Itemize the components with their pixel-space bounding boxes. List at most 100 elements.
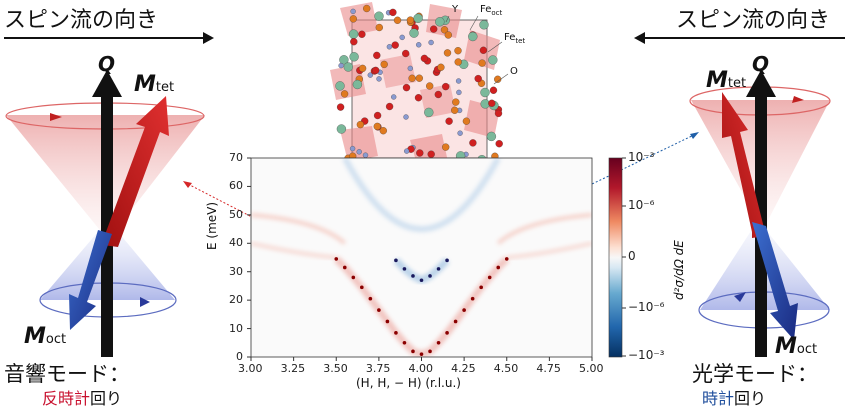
crystal-atom xyxy=(479,46,488,54)
right-header-arrow xyxy=(634,32,845,44)
acoustic-point xyxy=(428,349,432,354)
left-header: スピン流の向き xyxy=(4,8,159,33)
upper-band xyxy=(251,212,592,245)
crystal-atom xyxy=(494,75,502,83)
crystal-atom xyxy=(373,51,381,60)
legend-fe-oct-sub: oct xyxy=(491,9,503,17)
right-q-label: Q xyxy=(752,52,770,76)
acoustic-point xyxy=(351,275,356,280)
crystal-atom xyxy=(426,82,434,90)
crystal-atom xyxy=(494,109,503,118)
crystal-atom xyxy=(349,15,357,23)
crystal-atom xyxy=(391,41,399,49)
left-m-oct-main: M xyxy=(24,324,46,349)
acoustic-point xyxy=(360,285,364,290)
crystal-atom xyxy=(399,34,405,41)
optical-rotation-suffix: 回り xyxy=(734,389,767,408)
x-axis-label-text: (H, H, − H) (r.l.u.) xyxy=(356,376,461,390)
legend-y: Y xyxy=(452,4,459,15)
colorbar-tick-label: −10⁻³ xyxy=(628,348,665,362)
acoustic-point xyxy=(402,340,407,345)
y-tick-label: 10 xyxy=(229,321,243,335)
crystal-atom xyxy=(416,42,422,48)
optical-point xyxy=(445,258,449,263)
y-axis-label: E (meV) xyxy=(205,202,219,250)
legend-fe-tet-sub: tet xyxy=(515,37,526,45)
crystal-atom xyxy=(442,82,450,91)
optical-precession-diagram xyxy=(689,70,831,357)
acoustic-point xyxy=(385,319,390,324)
crystal-atom xyxy=(379,127,387,135)
right-m-tet-label: Mtet xyxy=(706,68,746,93)
crystal-atom xyxy=(489,86,498,94)
crystal-atom xyxy=(474,74,482,83)
optical-mode-title: 光学モード： xyxy=(692,362,818,386)
legend-fe-tet: Fetet xyxy=(504,32,525,45)
acoustic-point xyxy=(394,331,398,335)
left-q-label: Q xyxy=(98,52,116,76)
acoustic-point xyxy=(462,308,466,312)
crystal-structure xyxy=(330,2,509,169)
x-tick-label: 3.00 xyxy=(238,362,263,375)
acoustic-point xyxy=(470,296,475,301)
y-tick-label: 70 xyxy=(229,151,243,164)
crystal-atom xyxy=(338,62,344,69)
crystal-atom xyxy=(408,74,416,82)
left-header-arrow xyxy=(4,32,214,44)
colorbar-tick-label: −10⁻⁶ xyxy=(628,300,665,314)
optical-point xyxy=(402,267,407,271)
crystal-atom xyxy=(393,16,402,24)
crystal-atom xyxy=(434,90,442,99)
plot-area xyxy=(251,158,592,357)
crystal-atom xyxy=(336,124,347,134)
acoustic-point xyxy=(496,265,501,270)
acoustic-mode-title: 音響モード： xyxy=(4,362,130,386)
crystal-atom xyxy=(437,63,445,71)
acoustic-point xyxy=(445,331,449,335)
crystal-atom xyxy=(376,76,382,82)
acoustic-point xyxy=(377,308,381,312)
left-m-tet-main: M xyxy=(134,72,156,97)
acoustic-point xyxy=(411,349,415,354)
left-m-oct-sub: oct xyxy=(45,332,67,347)
crystal-atom xyxy=(336,103,345,111)
acoustic-point xyxy=(368,296,373,301)
crystal-atom xyxy=(478,59,486,67)
y-tick-label: 50 xyxy=(229,207,243,221)
acoustic-point xyxy=(342,265,347,270)
acoustic-point xyxy=(479,285,483,290)
crystal-atom xyxy=(409,28,419,38)
x-tick-label: 3.25 xyxy=(280,362,306,375)
left-m-oct-label: Moct xyxy=(24,324,66,349)
crystal-atom xyxy=(349,145,356,152)
crystal-atom xyxy=(488,55,498,65)
right-m-oct-label: Moct xyxy=(775,334,817,359)
crystal-atom xyxy=(435,17,445,27)
optical-point xyxy=(411,274,415,278)
crystal-atom xyxy=(375,23,383,32)
y-tick-label: 30 xyxy=(229,264,243,278)
crystal-atom xyxy=(455,78,462,84)
x-tick-label: 4.50 xyxy=(493,362,519,375)
x-tick-label: 3.75 xyxy=(365,362,391,375)
y-tick-label: 40 xyxy=(229,236,243,250)
crystal-atom xyxy=(440,26,449,34)
optical-point xyxy=(428,274,432,278)
crystal-atom xyxy=(391,94,397,100)
y-axis-label-text: E (meV) xyxy=(205,201,219,250)
legend-fe-oct-main: Fe xyxy=(480,4,492,15)
crystal-atom xyxy=(444,31,452,39)
crystal-atom xyxy=(415,74,423,82)
crystal-atom xyxy=(389,8,397,17)
crystal-atom xyxy=(451,106,459,114)
crystal-atom xyxy=(363,4,371,13)
optical-upper-band xyxy=(342,158,501,232)
colorbar-tick-label: 10⁻⁶ xyxy=(628,198,655,212)
crystal-atom xyxy=(462,117,471,125)
optical-rotation-dir: 時計 xyxy=(702,389,735,408)
colorbar-tick-label: 10⁻³ xyxy=(628,150,655,164)
right-m-oct-sub: oct xyxy=(796,342,818,357)
right-m-tet-sub: tet xyxy=(727,76,747,91)
crystal-atom xyxy=(402,49,410,58)
